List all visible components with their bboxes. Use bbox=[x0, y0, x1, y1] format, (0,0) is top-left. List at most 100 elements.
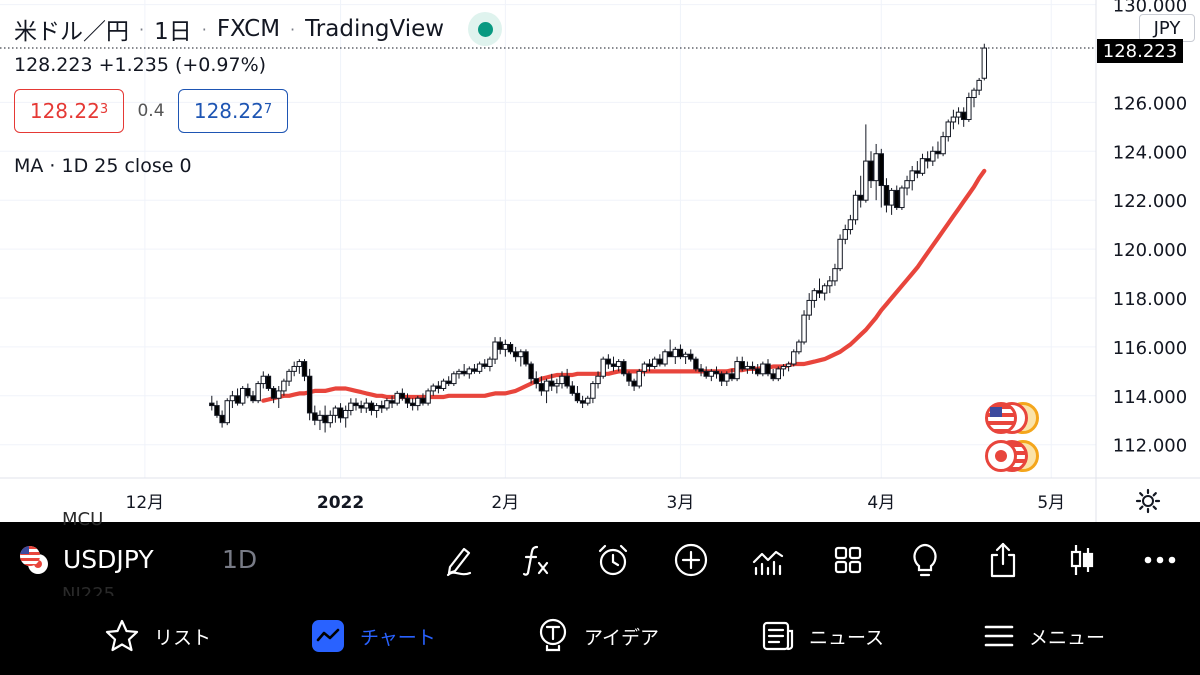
candle-body bbox=[564, 375, 570, 387]
candle-body bbox=[461, 370, 467, 375]
price-axis-label: 116.000 bbox=[1113, 338, 1187, 359]
candle-body bbox=[755, 368, 761, 375]
candle-body bbox=[224, 400, 230, 424]
tab-menu[interactable]: メニュー bbox=[983, 616, 1105, 656]
candle-body bbox=[734, 361, 740, 380]
candle-body bbox=[672, 348, 678, 358]
candle-body bbox=[827, 280, 833, 287]
chart-area[interactable]: 130.000 126.000 124.000 122.000 120.000 118.0… bbox=[0, 0, 1200, 522]
candle-body bbox=[682, 353, 689, 358]
lightbulb-icon[interactable] bbox=[903, 538, 947, 582]
candle-body bbox=[291, 365, 297, 372]
candle-body bbox=[888, 189, 895, 206]
currency-unit-button[interactable]: JPY bbox=[1139, 14, 1195, 42]
ask-pip: 7 bbox=[263, 101, 273, 117]
candle-body bbox=[533, 378, 539, 385]
indicators-icon[interactable] bbox=[514, 538, 558, 582]
interval-label[interactable]: 1日 bbox=[154, 19, 192, 45]
spread-value: 0.4 bbox=[137, 101, 165, 121]
candle-body bbox=[708, 370, 715, 377]
tab-news[interactable]: ニュース bbox=[761, 616, 884, 656]
tab-label: チャート bbox=[360, 626, 436, 649]
candle-body bbox=[631, 380, 637, 387]
price-axis-label: 124.000 bbox=[1113, 142, 1187, 163]
candle-body bbox=[883, 185, 890, 206]
symbol-name[interactable]: 米ドル／円 bbox=[14, 19, 129, 45]
candle-body bbox=[440, 380, 447, 389]
candle-body bbox=[806, 299, 812, 316]
candle-body bbox=[693, 358, 699, 370]
time-axis-label: 4月 bbox=[867, 493, 895, 513]
time-axis-label: 5月 bbox=[1037, 493, 1065, 513]
compare-chart-icon[interactable] bbox=[746, 538, 790, 582]
price-chart[interactable]: 130.000 126.000 124.000 122.000 120.000 118.0… bbox=[0, 0, 1200, 522]
candle-body bbox=[322, 414, 328, 424]
candle-body bbox=[878, 153, 884, 187]
candle-body bbox=[966, 97, 972, 121]
candle-body bbox=[574, 392, 581, 402]
market-open-icon[interactable] bbox=[468, 12, 503, 46]
candle-body bbox=[430, 385, 436, 392]
buy-button[interactable]: 128.22 7 bbox=[178, 89, 288, 133]
layout-grid-icon[interactable] bbox=[826, 538, 870, 582]
candle-body bbox=[229, 395, 236, 402]
candle-body bbox=[409, 402, 416, 407]
candle-body bbox=[554, 383, 560, 387]
share-icon[interactable] bbox=[981, 538, 1025, 582]
tab-list[interactable]: リスト bbox=[104, 616, 211, 656]
sell-button[interactable]: 128.22 3 bbox=[14, 89, 124, 133]
tab-label: リスト bbox=[154, 626, 212, 649]
last-price-tag: 128.223 bbox=[1097, 39, 1183, 63]
candle-body bbox=[219, 414, 225, 424]
ma-indicator-label[interactable]: MA · 1D 25 close 0 bbox=[14, 155, 192, 177]
candle-body bbox=[456, 370, 462, 375]
candle-body bbox=[497, 341, 503, 350]
candle-body bbox=[358, 405, 364, 409]
candle-body bbox=[873, 153, 879, 182]
candle-body bbox=[744, 365, 751, 370]
candle-body bbox=[760, 363, 766, 375]
candle-body bbox=[868, 160, 874, 182]
candle-body bbox=[662, 351, 668, 365]
candle-body bbox=[667, 351, 673, 358]
candle-body bbox=[415, 397, 421, 407]
candle-body bbox=[348, 402, 354, 411]
usd-jpy-flag-icon[interactable] bbox=[18, 544, 50, 576]
symbol-button[interactable]: USDJPY bbox=[63, 545, 154, 574]
interval-button[interactable]: 1D bbox=[222, 545, 258, 574]
candle-body bbox=[971, 89, 977, 99]
candle-body bbox=[610, 363, 617, 367]
lightbulb-icon bbox=[539, 618, 567, 652]
candle-body bbox=[404, 397, 411, 404]
add-icon[interactable] bbox=[669, 538, 713, 582]
candle-body bbox=[337, 407, 344, 419]
candle-body bbox=[749, 365, 756, 370]
candle-body bbox=[832, 268, 838, 282]
candle-body bbox=[837, 238, 843, 270]
candle-body bbox=[384, 400, 390, 409]
candle-body bbox=[811, 290, 818, 301]
candle-body bbox=[621, 361, 627, 375]
candle-body bbox=[471, 368, 478, 372]
candle-body bbox=[250, 395, 256, 402]
chart-settings-icon[interactable] bbox=[1135, 488, 1161, 518]
candle-body bbox=[698, 368, 704, 372]
candle-body bbox=[399, 392, 406, 399]
candle-body bbox=[950, 116, 957, 123]
drawing-tools-icon[interactable] bbox=[437, 538, 481, 582]
menu-icon bbox=[984, 625, 1014, 647]
tab-chart[interactable]: チャート bbox=[310, 616, 436, 656]
candle-body bbox=[255, 383, 261, 402]
candle-body bbox=[641, 363, 648, 372]
candle-body bbox=[852, 194, 859, 221]
candlestick-icon[interactable] bbox=[1060, 538, 1104, 582]
candle-body bbox=[688, 353, 694, 360]
alarm-clock-icon[interactable] bbox=[591, 538, 635, 582]
separator: · bbox=[139, 19, 145, 39]
price-axis-label: 114.000 bbox=[1113, 387, 1187, 408]
tab-ideas[interactable]: アイデア bbox=[536, 616, 659, 656]
more-options-icon[interactable] bbox=[1138, 538, 1182, 582]
candle-body bbox=[301, 361, 308, 377]
economic-events-icon[interactable] bbox=[985, 402, 1055, 478]
